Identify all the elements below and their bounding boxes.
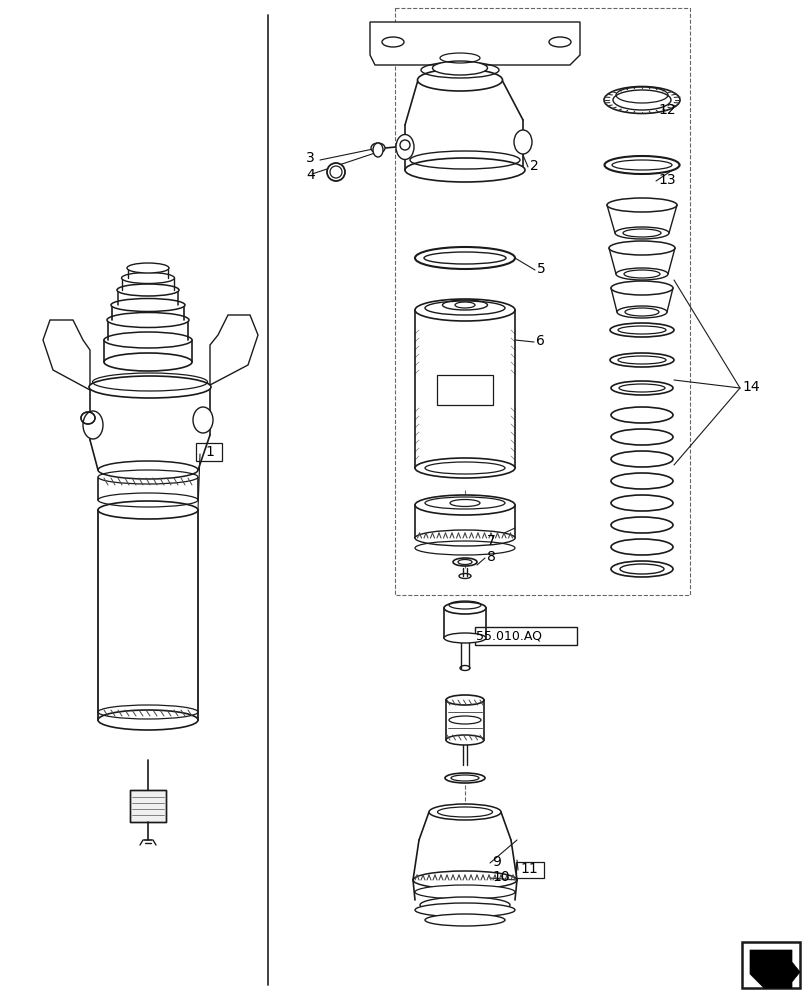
Text: 10: 10 [492, 870, 510, 884]
Ellipse shape [415, 458, 515, 478]
Ellipse shape [453, 558, 477, 566]
Ellipse shape [611, 381, 673, 395]
Ellipse shape [425, 497, 505, 509]
Ellipse shape [415, 247, 515, 269]
Text: 1: 1 [205, 445, 214, 459]
Text: 13: 13 [658, 173, 675, 187]
Ellipse shape [618, 356, 666, 364]
Ellipse shape [610, 323, 674, 337]
Text: 12: 12 [658, 103, 675, 117]
Text: 7: 7 [487, 534, 496, 548]
Ellipse shape [107, 312, 189, 328]
Text: 4: 4 [306, 168, 315, 182]
Ellipse shape [611, 561, 673, 577]
Ellipse shape [607, 198, 677, 212]
Ellipse shape [615, 227, 669, 239]
Ellipse shape [373, 143, 383, 157]
Ellipse shape [104, 353, 192, 371]
Bar [475, 627, 577, 645]
Ellipse shape [617, 306, 667, 318]
Text: 3: 3 [306, 151, 315, 165]
Ellipse shape [111, 298, 185, 312]
Text: 5: 5 [537, 262, 545, 276]
Ellipse shape [611, 495, 673, 511]
Ellipse shape [613, 90, 671, 110]
Ellipse shape [83, 411, 103, 439]
Ellipse shape [405, 158, 525, 182]
Ellipse shape [396, 134, 414, 159]
Ellipse shape [418, 69, 503, 91]
Ellipse shape [611, 451, 673, 467]
Ellipse shape [446, 695, 484, 705]
Ellipse shape [604, 86, 680, 114]
Ellipse shape [445, 773, 485, 783]
Ellipse shape [604, 156, 680, 174]
Text: 11: 11 [520, 862, 538, 876]
Ellipse shape [611, 539, 673, 555]
Ellipse shape [89, 376, 211, 398]
Bar [742, 942, 800, 988]
Ellipse shape [616, 268, 668, 280]
Ellipse shape [415, 530, 515, 546]
Ellipse shape [117, 284, 179, 296]
Text: 8: 8 [487, 550, 496, 564]
Ellipse shape [429, 804, 501, 820]
Bar [196, 443, 222, 461]
Text: 2: 2 [530, 159, 539, 173]
Ellipse shape [371, 143, 385, 153]
Polygon shape [210, 315, 258, 385]
Ellipse shape [420, 897, 510, 913]
Ellipse shape [415, 495, 515, 515]
Ellipse shape [424, 252, 506, 264]
Ellipse shape [609, 241, 675, 255]
Ellipse shape [619, 384, 665, 392]
Ellipse shape [611, 473, 673, 489]
Text: 9: 9 [492, 855, 501, 869]
Ellipse shape [127, 263, 169, 273]
Ellipse shape [618, 326, 666, 334]
Polygon shape [370, 22, 580, 65]
Ellipse shape [382, 37, 404, 47]
Bar [437, 375, 493, 405]
Ellipse shape [611, 517, 673, 533]
Ellipse shape [193, 407, 213, 433]
Bar [516, 862, 544, 878]
Ellipse shape [620, 564, 664, 574]
Ellipse shape [415, 885, 515, 899]
Bar [130, 790, 166, 822]
Ellipse shape [98, 501, 198, 519]
Ellipse shape [444, 633, 486, 643]
Ellipse shape [415, 903, 515, 917]
Text: 14: 14 [742, 380, 760, 394]
Ellipse shape [514, 130, 532, 154]
Ellipse shape [610, 353, 674, 367]
Ellipse shape [104, 332, 192, 348]
Ellipse shape [611, 407, 673, 423]
Ellipse shape [327, 163, 345, 181]
Ellipse shape [612, 160, 672, 170]
Ellipse shape [432, 61, 487, 75]
Ellipse shape [611, 429, 673, 445]
Polygon shape [750, 950, 800, 988]
Ellipse shape [437, 807, 493, 817]
Text: 55.010.AQ: 55.010.AQ [476, 630, 542, 643]
Ellipse shape [444, 602, 486, 614]
Polygon shape [43, 320, 90, 390]
Ellipse shape [425, 301, 505, 315]
Ellipse shape [549, 37, 571, 47]
Ellipse shape [121, 272, 175, 284]
Ellipse shape [611, 281, 673, 295]
Text: 6: 6 [536, 334, 545, 348]
Ellipse shape [425, 914, 505, 926]
Ellipse shape [98, 710, 198, 730]
Ellipse shape [415, 299, 515, 321]
Ellipse shape [446, 735, 484, 745]
